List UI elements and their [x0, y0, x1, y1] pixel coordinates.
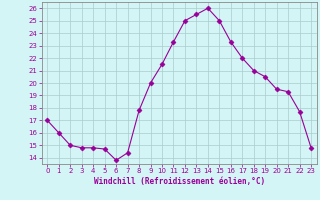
X-axis label: Windchill (Refroidissement éolien,°C): Windchill (Refroidissement éolien,°C)	[94, 177, 265, 186]
